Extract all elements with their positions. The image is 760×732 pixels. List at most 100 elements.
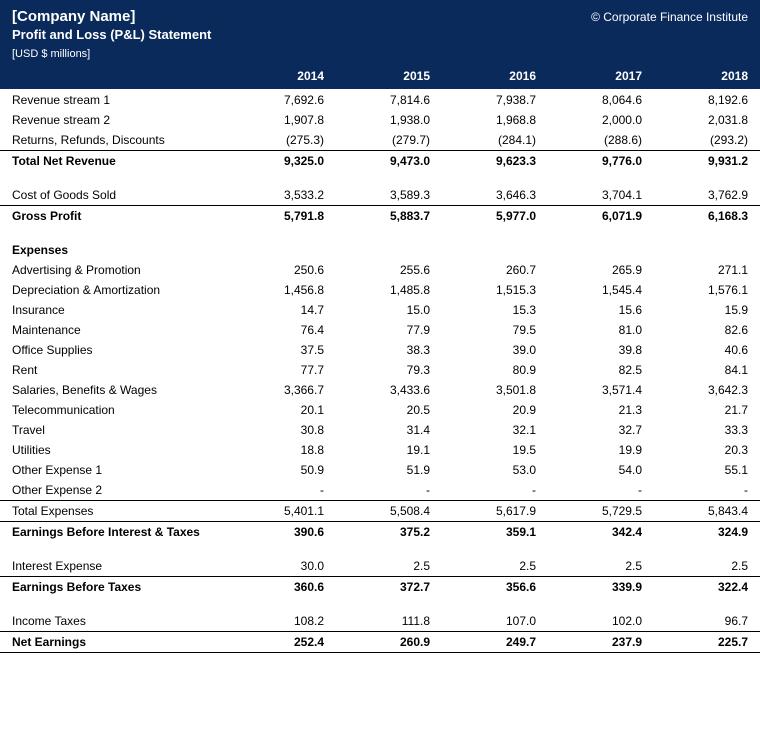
cell-value: 37.5 <box>230 340 336 360</box>
cell-value <box>442 171 548 185</box>
cell-value <box>336 226 442 240</box>
cell-value: 5,977.0 <box>442 206 548 227</box>
cell-value: 359.1 <box>442 522 548 543</box>
cell-value: 2.5 <box>548 556 654 577</box>
cell-value: 5,617.9 <box>442 501 548 522</box>
table-row: Rent77.779.380.982.584.1 <box>0 360 760 380</box>
table-row: Travel30.831.432.132.733.3 <box>0 420 760 440</box>
cell-value <box>548 171 654 185</box>
cell-value: 8,064.6 <box>548 90 654 111</box>
header-top-row: [Company Name] © Corporate Finance Insti… <box>12 8 748 25</box>
cell-value <box>336 597 442 611</box>
row-label: Expenses <box>0 240 230 260</box>
cell-value: 76.4 <box>230 320 336 340</box>
table-row: Income Taxes108.2111.8107.0102.096.7 <box>0 611 760 632</box>
cell-value: 356.6 <box>442 577 548 598</box>
cell-value: 3,501.8 <box>442 380 548 400</box>
table-row: Net Earnings252.4260.9249.7237.9225.7 <box>0 632 760 653</box>
cell-value: 2,031.8 <box>654 110 760 130</box>
row-label: Earnings Before Interest & Taxes <box>0 522 230 543</box>
statement-subtitle: Profit and Loss (P&L) Statement <box>12 27 748 42</box>
row-label: Rent <box>0 360 230 380</box>
cell-value: 81.0 <box>548 320 654 340</box>
cell-value: - <box>230 480 336 501</box>
cell-value: 2.5 <box>654 556 760 577</box>
cell-value <box>548 542 654 556</box>
cell-value: 249.7 <box>442 632 548 653</box>
cell-value: 39.0 <box>442 340 548 360</box>
table-row <box>0 542 760 556</box>
cell-value: 339.9 <box>548 577 654 598</box>
cell-value: 19.5 <box>442 440 548 460</box>
cell-value: 55.1 <box>654 460 760 480</box>
cell-value: 7,692.6 <box>230 90 336 111</box>
cell-value: 324.9 <box>654 522 760 543</box>
row-label: Income Taxes <box>0 611 230 632</box>
cell-value: 20.9 <box>442 400 548 420</box>
col-header-2014: 2014 <box>230 66 336 90</box>
cell-value: 32.1 <box>442 420 548 440</box>
row-label <box>0 542 230 556</box>
row-label <box>0 597 230 611</box>
cell-value: 5,843.4 <box>654 501 760 522</box>
table-row: Revenue stream 21,907.81,938.01,968.82,0… <box>0 110 760 130</box>
row-label <box>0 226 230 240</box>
cell-value: 2,000.0 <box>548 110 654 130</box>
cell-value: 5,401.1 <box>230 501 336 522</box>
cell-value: 1,515.3 <box>442 280 548 300</box>
cell-value <box>442 597 548 611</box>
cell-value: 3,571.4 <box>548 380 654 400</box>
cell-value: (279.7) <box>336 130 442 151</box>
cell-value: 5,729.5 <box>548 501 654 522</box>
cell-value: - <box>654 480 760 501</box>
table-row: Insurance14.715.015.315.615.9 <box>0 300 760 320</box>
row-label: Returns, Refunds, Discounts <box>0 130 230 151</box>
cell-value: 32.7 <box>548 420 654 440</box>
cell-value: 260.7 <box>442 260 548 280</box>
cell-value: 1,485.8 <box>336 280 442 300</box>
col-header-2017: 2017 <box>548 66 654 90</box>
cell-value: 1,938.0 <box>336 110 442 130</box>
table-row <box>0 597 760 611</box>
table-row: Total Net Revenue9,325.09,473.09,623.39,… <box>0 151 760 172</box>
cell-value: (293.2) <box>654 130 760 151</box>
row-label: Telecommunication <box>0 400 230 420</box>
table-row: Telecommunication20.120.520.921.321.7 <box>0 400 760 420</box>
cell-value: 20.1 <box>230 400 336 420</box>
table-row: Other Expense 150.951.953.054.055.1 <box>0 460 760 480</box>
cell-value <box>654 226 760 240</box>
cell-value: 18.8 <box>230 440 336 460</box>
cell-value: 375.2 <box>336 522 442 543</box>
cell-value: 390.6 <box>230 522 336 543</box>
cell-value: 79.5 <box>442 320 548 340</box>
table-row: Earnings Before Interest & Taxes390.6375… <box>0 522 760 543</box>
cell-value: 15.9 <box>654 300 760 320</box>
table-row: Office Supplies37.538.339.039.840.6 <box>0 340 760 360</box>
cell-value <box>548 240 654 260</box>
cell-value: 20.5 <box>336 400 442 420</box>
row-label: Interest Expense <box>0 556 230 577</box>
cell-value: 5,508.4 <box>336 501 442 522</box>
copyright-text: © Corporate Finance Institute <box>591 10 748 24</box>
cell-value <box>230 542 336 556</box>
cell-value: 107.0 <box>442 611 548 632</box>
cell-value <box>230 226 336 240</box>
row-label: Cost of Goods Sold <box>0 185 230 206</box>
cell-value: 9,623.3 <box>442 151 548 172</box>
cell-value <box>230 597 336 611</box>
row-label: Gross Profit <box>0 206 230 227</box>
row-label <box>0 171 230 185</box>
cell-value: 9,473.0 <box>336 151 442 172</box>
table-row: Cost of Goods Sold3,533.23,589.33,646.33… <box>0 185 760 206</box>
cell-value: 6,168.3 <box>654 206 760 227</box>
cell-value: (284.1) <box>442 130 548 151</box>
cell-value: 265.9 <box>548 260 654 280</box>
table-row: Utilities18.819.119.519.920.3 <box>0 440 760 460</box>
cell-value <box>548 597 654 611</box>
cell-value <box>654 542 760 556</box>
cell-value <box>336 542 442 556</box>
row-label: Total Net Revenue <box>0 151 230 172</box>
row-label: Revenue stream 2 <box>0 110 230 130</box>
cell-value: 80.9 <box>442 360 548 380</box>
cell-value: 5,791.8 <box>230 206 336 227</box>
